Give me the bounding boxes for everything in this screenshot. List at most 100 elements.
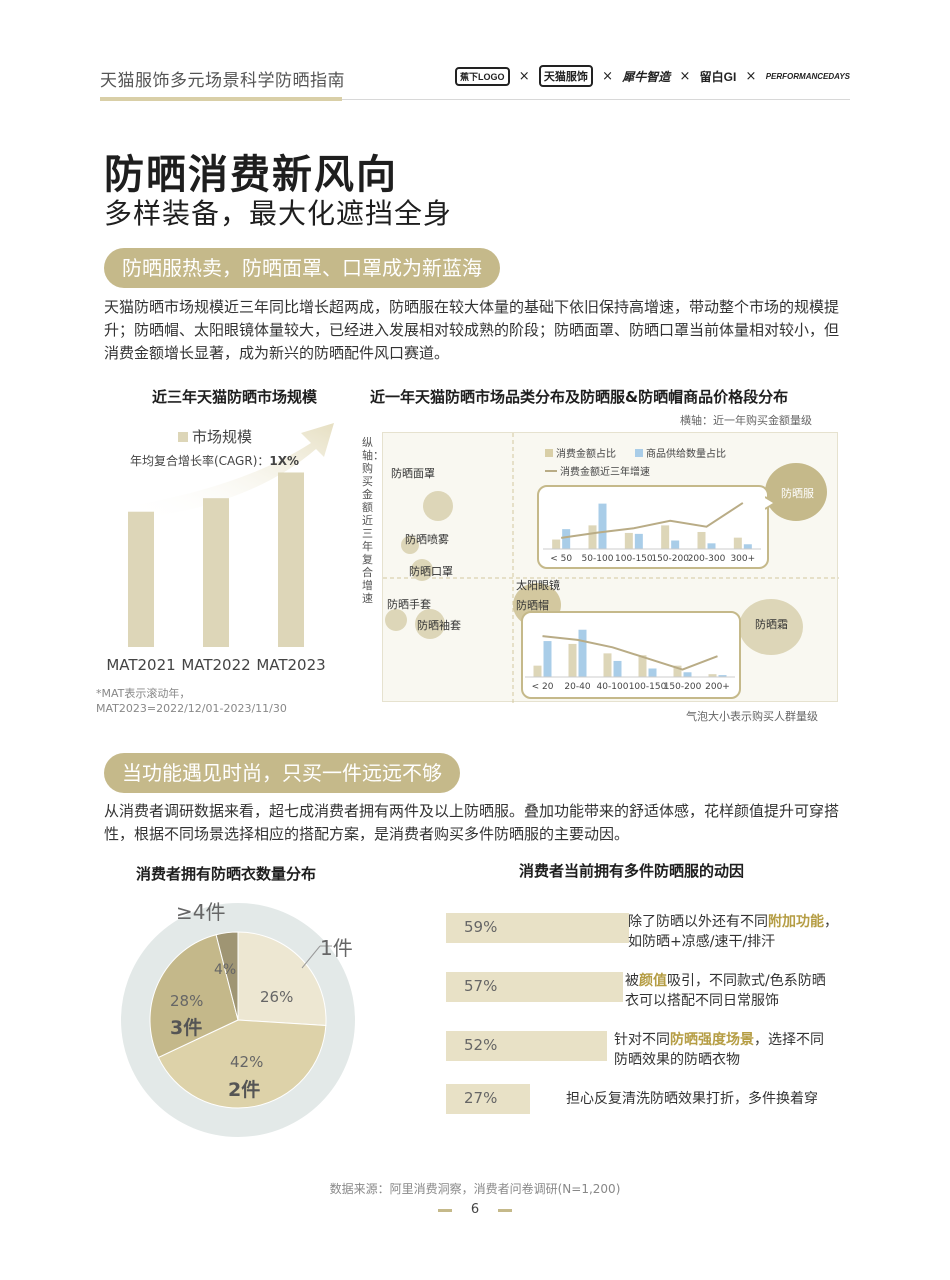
legend-label: 消费金额近三年增速 xyxy=(560,467,650,478)
bubble-label-clothing: 防晒服 xyxy=(781,487,814,500)
partner-logo-5: PERFORMANCEDAYS xyxy=(765,71,850,81)
supply-share-bar xyxy=(648,668,657,677)
price-band-label: 100-150 xyxy=(629,682,667,692)
spend-share-bar xyxy=(588,525,597,549)
section1-paragraph: 天猫防晒市场规模近三年同比增长超两成，防晒服在较大体量的基础下依旧保持高增速，带… xyxy=(104,298,840,362)
partner-logo-3: 犀牛智造 xyxy=(622,69,671,84)
reason-text-line2: 如防晒+凉感/速干/排汗 xyxy=(628,934,776,950)
supply-share-bar xyxy=(562,529,571,549)
price-band-label: 200-300 xyxy=(688,554,726,564)
legend-label: 消费金额占比 xyxy=(556,449,616,460)
price-band-label: 100-150 xyxy=(615,554,653,564)
legend-label: 市场规模 xyxy=(192,428,253,446)
spend-share-bar xyxy=(661,525,670,549)
bubble-label-sleeves: 防晒袖套 xyxy=(417,619,461,632)
reason-pct: 27% xyxy=(464,1089,498,1107)
callout-pointer xyxy=(765,496,777,510)
reason-bar xyxy=(446,1084,530,1114)
hat-price-callout: < 20 20-40 40-100 100-150 150-200 200+ xyxy=(521,611,741,699)
cross-sign: × xyxy=(518,68,530,84)
market-size-bar xyxy=(128,511,154,647)
pie-pct-1: 4% xyxy=(214,962,237,978)
bubble-sleeves xyxy=(415,609,445,639)
reason-text-part: 除了防晒以外还有不同 xyxy=(628,914,768,930)
reason-bar xyxy=(446,1031,608,1061)
section2-heading: 当功能遇见时尚，只买一件远远不够 xyxy=(104,753,460,793)
price-band-label: 300+ xyxy=(730,554,755,564)
reason-text: 担心反复清洗防晒效果打折，多件换着穿 xyxy=(566,1089,818,1109)
x-axis-note: 横轴：近一年购买金额量级 xyxy=(680,414,812,427)
bubble-size-note: 气泡大小表示购买人群量级 xyxy=(686,710,818,723)
pie-slice-1 xyxy=(237,931,327,1027)
supply-share-bar xyxy=(578,629,587,677)
reason-text-part: 担心反复清洗防晒效果打折，多件换着穿 xyxy=(566,1091,818,1107)
legend-swatch xyxy=(178,431,188,442)
ownership-chart-title: 消费者拥有防晒衣数量分布 xyxy=(136,865,317,883)
legend-label: 商品供给数量占比 xyxy=(646,449,726,460)
spend-share-bar xyxy=(673,665,682,677)
price-band-label: 150-200 xyxy=(651,554,689,564)
supply-share-bar xyxy=(598,503,607,549)
price-band-label: 200+ xyxy=(705,682,730,692)
reason-text-line2: 衣可以搭配不同日常服饰 xyxy=(625,993,779,1009)
section1-heading: 防晒服热卖，防晒面罩、口罩成为新蓝海 xyxy=(104,248,500,288)
spend-share-bar xyxy=(733,537,742,549)
price-band-label: 20-40 xyxy=(564,682,590,692)
price-band-label: 50-100 xyxy=(582,554,614,564)
market-size-bar xyxy=(203,498,229,647)
supply-share-bar xyxy=(707,543,716,549)
spend-share-bar xyxy=(533,665,542,677)
pie-count-3: 3件 xyxy=(170,1017,203,1039)
supply-share-bar xyxy=(543,641,552,677)
reason-text-part: 吸引，不同款式/色系防晒 xyxy=(667,973,826,989)
reason-text-part: ，选择不同 xyxy=(754,1032,824,1048)
cross-sign: × xyxy=(602,68,614,84)
reason-text-line2: 防晒效果的防晒衣物 xyxy=(614,1052,740,1068)
reason-text: 被颜值吸引，不同款式/色系防晒 衣可以搭配不同日常服饰 xyxy=(625,971,826,1011)
growth-line xyxy=(542,635,718,671)
bubble-sunscreen xyxy=(739,599,803,655)
spend-share-bar xyxy=(624,532,633,549)
pie-pct-4: 42% xyxy=(230,1053,264,1071)
growth-line xyxy=(561,502,744,539)
document-title: 天猫服饰多元场景科学防晒指南 xyxy=(100,71,345,91)
price-band-label: 150-200 xyxy=(664,682,702,692)
market-size-chart: MAT2021 MAT2022 MAT2023 xyxy=(106,423,334,674)
page-number: 6 xyxy=(470,1202,480,1217)
price-band-label: 40-100 xyxy=(597,682,629,692)
reason-pct: 59% xyxy=(464,918,498,936)
market-size-chart-title: 近三年天猫防晒市场规模 xyxy=(152,388,318,406)
reason-bar xyxy=(446,913,629,943)
pie-slice-4 xyxy=(215,931,239,1021)
legend-line-swatch xyxy=(545,469,557,472)
reason-highlight: 防晒强度场景 xyxy=(670,1032,754,1048)
bubble-label-face-mask: 防晒面罩 xyxy=(391,467,435,480)
partner-logo-4: 留白GI xyxy=(699,69,737,84)
supply-share-bar xyxy=(671,540,680,549)
pie-outer-label-4: ≥4件 xyxy=(176,900,226,924)
cross-sign: × xyxy=(679,68,691,84)
pie-slice-2 xyxy=(157,1019,327,1109)
cagr-text: 年均复合增长率(CAGR)：1X% xyxy=(130,452,299,469)
pie-slice-3 xyxy=(149,934,239,1059)
spend-share-bar xyxy=(697,531,706,549)
pie-pct-3: 28% xyxy=(170,992,204,1010)
reason-text: 针对不同防晒强度场景，选择不同 防晒效果的防晒衣物 xyxy=(614,1030,824,1070)
bubble-label-gloves: 防晒手套 xyxy=(387,598,431,611)
reason-pct: 57% xyxy=(464,977,498,995)
bubble-clothing xyxy=(765,463,827,521)
cross-sign: × xyxy=(745,68,757,84)
reason-bar xyxy=(446,972,623,1002)
bubble-gloves xyxy=(385,609,407,631)
mat-footnote: *MAT表示滚动年， MAT2023=2022/12/01-2023/11/30 xyxy=(96,687,287,715)
bubble-label-sunglasses: 太阳眼镜 xyxy=(516,579,560,592)
ownership-pie-chart xyxy=(121,903,355,1137)
legend-swatch xyxy=(635,448,643,457)
legend-swatch xyxy=(545,448,553,457)
bubble-legend-2: 商品供给数量占比 xyxy=(635,445,726,460)
partner-logos: 蕉下LOGO × 天猫服饰 × 犀牛智造 × 留白GI × PERFORMANC… xyxy=(455,64,850,88)
bubble-chart-panel: 防晒面罩 防晒喷雾 防晒口罩 防晒手套 防晒袖套 太阳眼镜 防晒帽 防晒霜 防晒… xyxy=(382,432,839,703)
bubble-label-hat: 防晒帽 xyxy=(516,599,549,612)
page-num-dash-right xyxy=(498,1209,512,1212)
